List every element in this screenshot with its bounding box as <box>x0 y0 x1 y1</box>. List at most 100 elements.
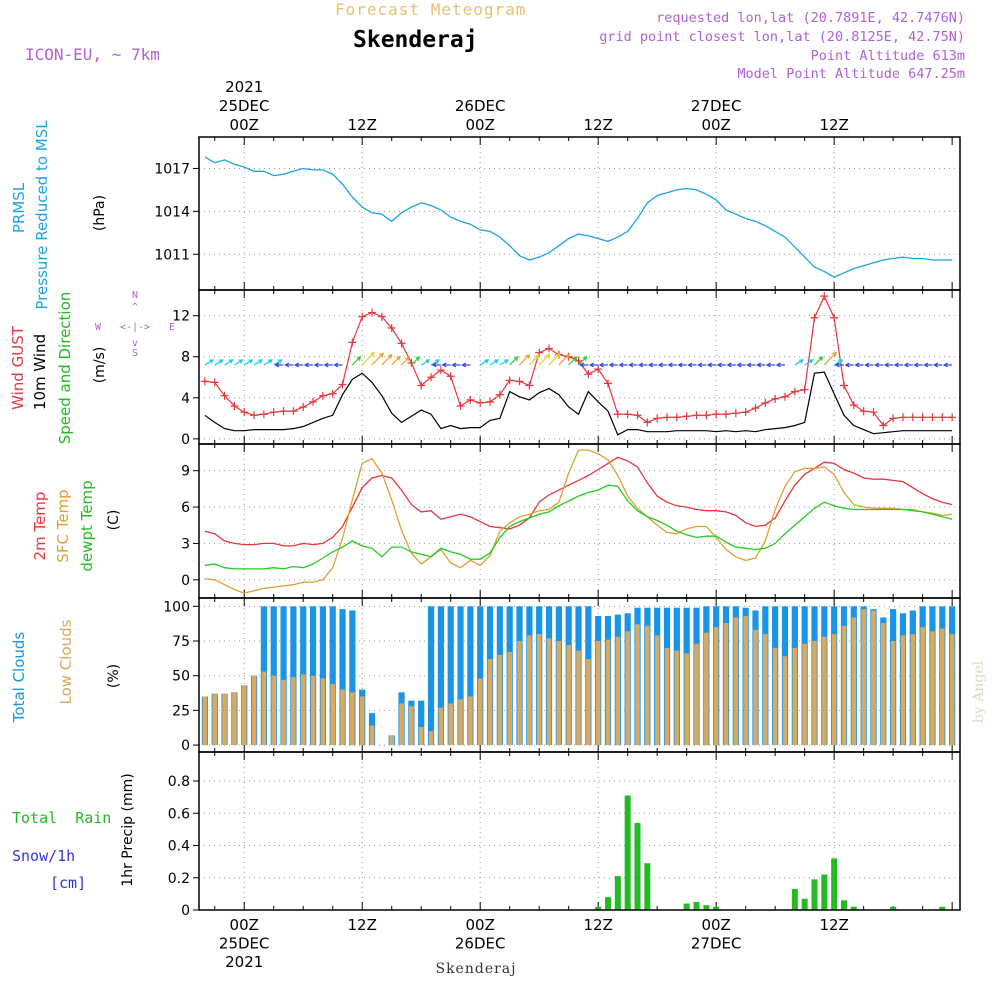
rain-bar <box>595 906 602 910</box>
low-clouds-bar <box>723 622 729 746</box>
low-clouds-bar <box>802 643 807 746</box>
gust-point <box>692 411 701 420</box>
time-axis-label: 25DEC <box>219 97 270 115</box>
wind-arrowhead <box>274 362 280 368</box>
ytick-label: 0.6 <box>168 806 190 822</box>
wind-arrowhead <box>545 353 551 359</box>
gust-point <box>338 380 347 389</box>
low-clouds-bar <box>428 731 434 746</box>
gust-point <box>790 387 799 396</box>
ytick-label: 0 <box>181 903 190 919</box>
dewpt-line <box>204 484 953 570</box>
snow-unit-label: [cm] <box>50 874 86 892</box>
low-clouds-bar <box>674 650 680 746</box>
prmsl-line <box>204 156 953 278</box>
wind-arrow <box>489 359 499 366</box>
gust-point <box>446 372 455 381</box>
gust-point <box>869 408 878 417</box>
time-axis-label: 12Z <box>348 916 377 934</box>
wind-arrow <box>548 353 560 366</box>
low-clouds-bar <box>625 631 630 746</box>
compass-east: E <box>169 322 175 333</box>
wind-arrowhead <box>838 359 844 364</box>
gust-point <box>436 366 445 375</box>
wind-arrowhead <box>697 362 703 368</box>
wind-label: 10m Wind <box>31 334 49 410</box>
wind-arrowhead <box>293 362 300 368</box>
gust-point <box>721 410 730 419</box>
rain-label: Total Rain <box>12 809 111 827</box>
gust-point <box>495 390 504 399</box>
gust-point <box>653 414 662 423</box>
gust-point <box>780 392 789 401</box>
wind-arrow <box>420 359 430 366</box>
wind-arrowhead <box>854 362 860 368</box>
total-clouds-bar <box>319 606 326 746</box>
gust-point <box>220 391 229 400</box>
low-clouds-bar <box>763 634 768 746</box>
ytick-label: 75 <box>172 634 190 650</box>
wind-arrow <box>578 356 587 366</box>
low-clouds-bar <box>713 627 719 746</box>
panel-2: 0 4 8 12 <box>172 289 961 448</box>
low-clouds-bar <box>232 692 237 746</box>
low-clouds-bar <box>900 635 906 746</box>
wind-arrowhead <box>461 362 467 368</box>
gust-point <box>427 373 436 382</box>
wind-arrowhead <box>598 362 604 368</box>
sfc-label: SFC Temp <box>54 489 72 562</box>
wind-arrow <box>558 354 570 366</box>
total-clouds-bar <box>437 606 444 746</box>
ytick-label: 6 <box>181 500 190 516</box>
low-clouds-bar <box>920 627 925 746</box>
snow-label: Snow/1h <box>12 847 75 865</box>
sfc-temp-line <box>204 449 953 594</box>
rain-bar <box>624 795 631 910</box>
wind-arrow <box>804 359 813 366</box>
station-title: Skenderaj <box>353 27 478 53</box>
gust-point <box>604 379 613 388</box>
low-clouds-bar <box>536 634 542 746</box>
panel4-labels: Total Clouds Low Clouds (%) <box>10 619 122 723</box>
rain-bar <box>890 906 897 910</box>
wind-arrowhead <box>746 362 752 368</box>
panel-frame <box>198 136 961 291</box>
ytick-label: 1017 <box>154 161 190 177</box>
wind-arrowhead <box>277 359 283 364</box>
low-clouds-bar <box>792 647 798 746</box>
rain-bar <box>821 874 828 910</box>
ytick-label: 1014 <box>154 204 190 220</box>
low-clouds-bar <box>753 629 758 746</box>
low-clouds-bar <box>664 647 670 746</box>
temp-unit-label: (C) <box>106 510 122 531</box>
wind-arrowhead <box>313 362 319 368</box>
dew-label: dewpt Temp <box>78 480 96 571</box>
time-axis-label: 00Z <box>701 916 730 934</box>
time-axis-label: 00Z <box>230 916 259 934</box>
panel-4: 0 25 50 75 100 <box>163 597 961 754</box>
wind-arrowhead <box>555 353 561 359</box>
time-axis-label: 27DEC <box>691 97 742 115</box>
wind-arrowhead <box>893 362 899 368</box>
rain-bar <box>831 858 838 910</box>
low-clouds-bar <box>251 675 257 746</box>
gust-point <box>928 413 937 422</box>
time-axis-label: 00Z <box>466 116 495 134</box>
wind-arrow <box>499 359 509 366</box>
panel-5: 0 0.2 0.4 0.6 0.8 <box>168 751 961 919</box>
wind-arrowhead <box>618 362 624 368</box>
wind-arrowhead <box>431 362 437 368</box>
precip-unit-label: 1hr Precip (mm) <box>120 773 136 886</box>
low-clouds-bar <box>389 735 395 746</box>
wind-arrowhead <box>379 352 384 358</box>
wind-arrowhead <box>647 362 653 368</box>
gust-point <box>859 407 868 416</box>
gust-point <box>387 323 396 332</box>
low-clouds-bar <box>448 703 454 746</box>
wind-arrowhead <box>258 359 264 364</box>
gust-point <box>525 381 534 390</box>
total-clouds-bar <box>477 606 484 746</box>
low-clouds-bar <box>645 625 650 746</box>
gust-point <box>771 394 780 403</box>
gust-point <box>584 370 593 379</box>
